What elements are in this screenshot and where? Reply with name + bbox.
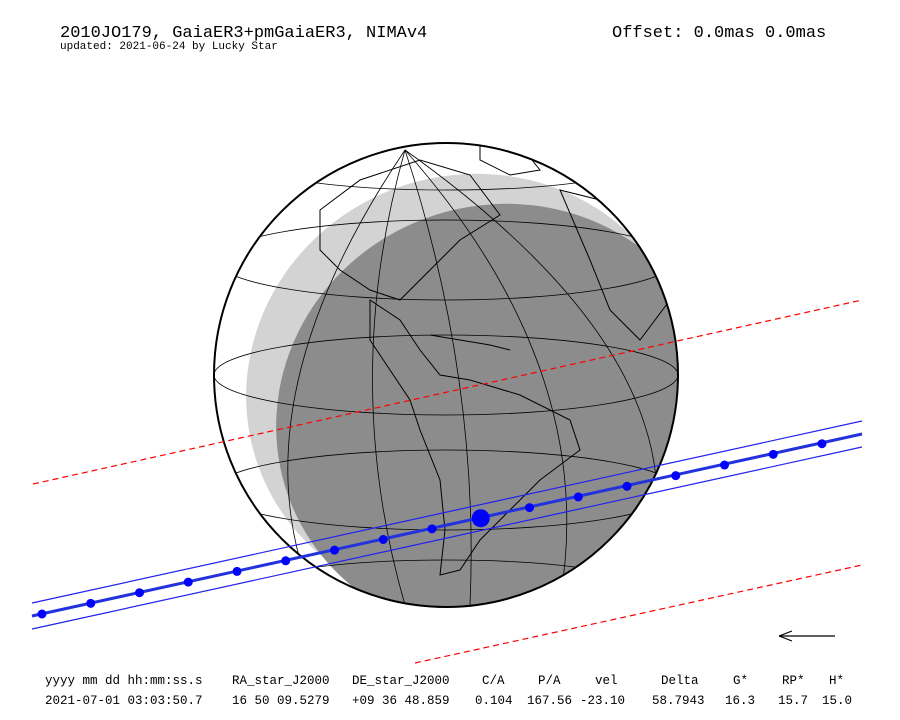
cell: 16 50 09.5279: [232, 694, 330, 708]
cell: 16.3: [725, 694, 755, 708]
central-instant: [471, 509, 490, 528]
subtitle: updated: 2021-06-24 by Lucky Star: [60, 41, 278, 53]
column-header: yyyy mm dd hh:mm:ss.s: [45, 674, 203, 688]
shadow-path: [31, 299, 863, 664]
cell: 58.7943: [652, 694, 705, 708]
cell: -23.10: [580, 694, 625, 708]
time-marker: [281, 556, 291, 566]
time-marker: [427, 524, 437, 534]
cell: 2021-07-01 03:03:50.7: [45, 694, 203, 708]
limit-line: [32, 299, 863, 485]
column-header: P/A: [538, 674, 561, 688]
time-marker: [232, 566, 242, 576]
column-header: DE_star_J2000: [352, 674, 450, 688]
time-marker: [525, 503, 534, 513]
data-table: yyyy mm dd hh:mm:ss.s RA_star_J2000 DE_sta…: [45, 674, 852, 708]
time-marker: [37, 609, 47, 619]
time-marker: [573, 492, 583, 502]
column-header: H*: [829, 674, 844, 688]
time-marker: [671, 471, 681, 481]
column-header: RA_star_J2000: [232, 674, 330, 688]
limit-line: [414, 564, 863, 664]
time-marker: [330, 545, 339, 555]
globe: [213, 142, 679, 608]
column-header: C/A: [482, 674, 505, 688]
cell: 0.104: [475, 694, 513, 708]
shadow-edge: [31, 446, 863, 630]
time-marker: [135, 588, 144, 598]
time-marker: [378, 535, 388, 545]
cell: 15.0: [822, 694, 852, 708]
direction-arrow: [778, 630, 835, 642]
offset: Offset: 0.0mas 0.0mas: [612, 24, 826, 43]
time-marker: [720, 460, 729, 470]
column-header: Delta: [661, 674, 699, 688]
time-marker: [768, 449, 778, 459]
time-marker: [817, 439, 827, 449]
column-header: G*: [733, 674, 748, 688]
time-marker: [183, 577, 193, 587]
shadow-edge: [31, 420, 863, 604]
title: 2010JO179, GaiaER3+pmGaiaER3, NIMAv4: [60, 24, 427, 43]
cell: 15.7: [778, 694, 808, 708]
column-header: vel: [595, 674, 618, 688]
time-marker: [86, 598, 96, 608]
cell: +09 36 48.859: [352, 694, 450, 708]
time-marker: [622, 481, 632, 491]
column-header: RP*: [782, 674, 805, 688]
cell: 167.56: [527, 694, 572, 708]
